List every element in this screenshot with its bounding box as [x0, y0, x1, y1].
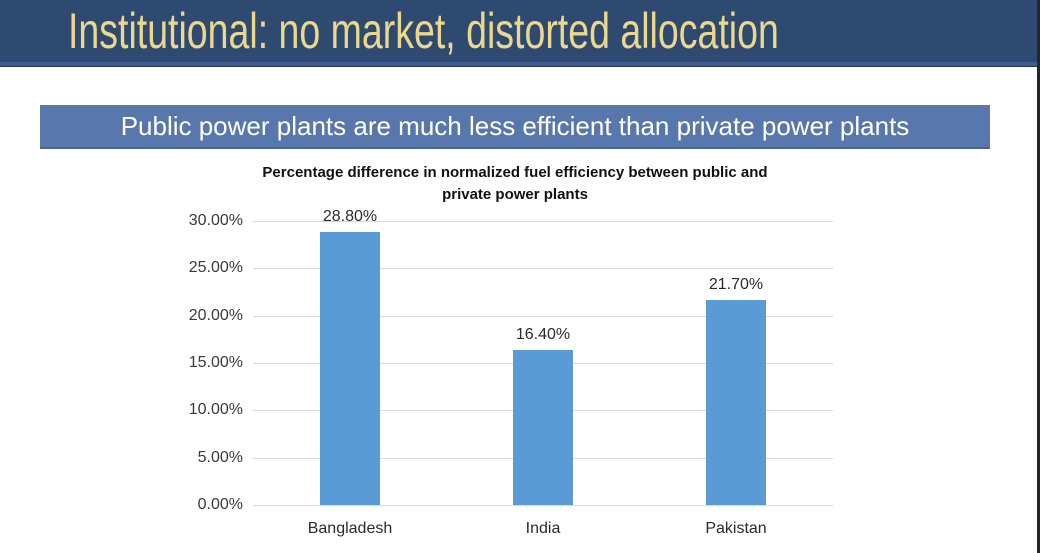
y-tick-label: 20.00%: [188, 307, 243, 324]
gridline: [253, 221, 833, 222]
y-tick-label: 30.00%: [188, 212, 243, 229]
x-axis-label-bangladesh: Bangladesh: [307, 520, 393, 537]
bar-bangladesh: [320, 232, 380, 505]
x-axis-label-india: India: [525, 520, 561, 537]
bar-india: [513, 350, 573, 505]
y-tick-label: 0.00%: [197, 496, 243, 513]
bar-pakistan: [706, 300, 766, 505]
bar-value-label-india: 16.40%: [515, 326, 571, 343]
slide-right-edge: [1037, 0, 1040, 553]
gridline: [253, 316, 833, 317]
gridline: [253, 505, 833, 506]
y-tick-label: 15.00%: [188, 354, 243, 371]
y-tick-label: 10.00%: [188, 401, 243, 418]
title-banner: Institutional: no market, distorted allo…: [0, 0, 1040, 66]
subtitle-text: Public power plants are much less effici…: [120, 111, 910, 141]
gridline: [253, 268, 833, 269]
slide-title: Institutional: no market, distorted allo…: [68, 3, 779, 59]
x-axis-label-pakistan: Pakistan: [705, 520, 767, 537]
y-tick-label: 25.00%: [188, 259, 243, 276]
chart-title-line2: private power plants: [442, 186, 588, 203]
subtitle-banner: Public power plants are much less effici…: [40, 105, 990, 149]
bar-value-label-bangladesh: 28.80%: [322, 208, 378, 225]
y-tick-label: 5.00%: [197, 449, 243, 466]
chart-title-line1: Percentage difference in normalized fuel…: [262, 164, 768, 181]
bar-value-label-pakistan: 21.70%: [708, 276, 764, 293]
chart-title: Percentage difference in normalized fuel…: [200, 162, 830, 206]
